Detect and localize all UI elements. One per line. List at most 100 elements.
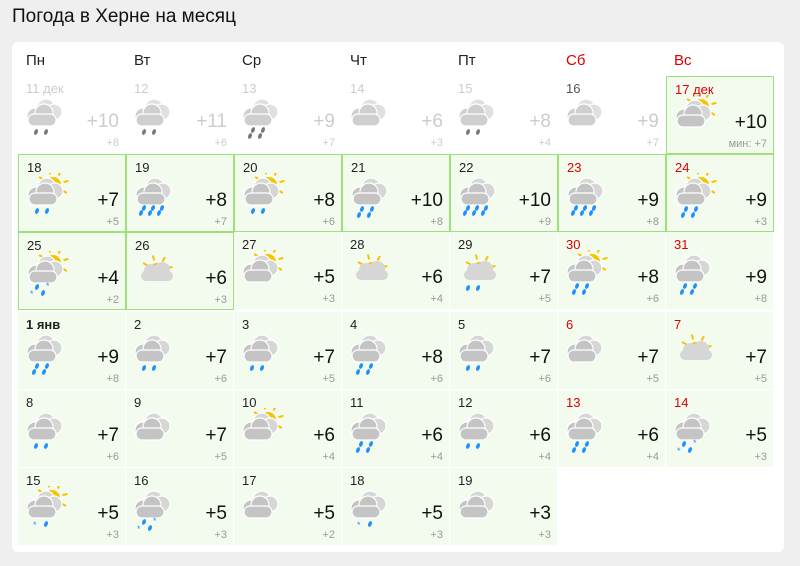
day-cell[interactable]: 7 +7 +5 bbox=[666, 312, 774, 390]
temp-max: +6 bbox=[313, 425, 335, 446]
weather-cloud-sleet-icon: * * bbox=[130, 486, 190, 539]
day-cell[interactable]: 19 +3 +3 bbox=[450, 468, 558, 546]
day-cell[interactable]: 19 +8 +7 bbox=[126, 154, 234, 232]
day-cell[interactable]: 10 +6 +4 bbox=[234, 390, 342, 468]
day-date: 4 bbox=[350, 317, 358, 332]
weather-cloud-rain-light-icon bbox=[130, 330, 190, 383]
temp-max: +6 bbox=[205, 268, 227, 289]
day-cell[interactable]: 23 +9 +8 bbox=[558, 154, 666, 232]
day-cell[interactable]: 28 +6 +4 bbox=[342, 232, 450, 310]
day-date: 13 bbox=[566, 395, 581, 410]
weather-cloud-rain-heavy-icon bbox=[563, 173, 623, 226]
day-cell[interactable]: 11 +6 +4 bbox=[342, 390, 450, 468]
day-cell[interactable]: 2 +7 +6 bbox=[126, 312, 234, 390]
day-cell[interactable]: 20 +8 +6 bbox=[234, 154, 342, 232]
temp-max: +5 bbox=[205, 503, 227, 524]
temp-max: +5 bbox=[421, 503, 443, 524]
day-cell[interactable]: 16 * * +5 +3 bbox=[126, 468, 234, 546]
day-cell[interactable]: 25 * * +4 +2 bbox=[18, 232, 126, 310]
day-date: 3 bbox=[242, 317, 250, 332]
weather-cloud-icon bbox=[562, 330, 622, 383]
day-cell[interactable]: 26 +6 +3 bbox=[126, 232, 234, 310]
weather-cloud-sun-icon bbox=[238, 404, 298, 461]
day-cell[interactable]: 16 +9 +7 bbox=[558, 76, 666, 154]
temp-min: +5 bbox=[646, 373, 659, 385]
weather-cloud-icon bbox=[238, 486, 298, 539]
weather-sun-cloud-icon bbox=[670, 330, 730, 383]
temp-max: +5 bbox=[745, 425, 767, 446]
temp-min: +4 bbox=[430, 293, 443, 305]
weather-cloud-icon bbox=[130, 408, 190, 461]
temp-max: +9 bbox=[313, 111, 335, 132]
weather-cloud-rain-icon bbox=[562, 408, 622, 461]
day-cell[interactable]: 8 +7 +6 bbox=[18, 390, 126, 468]
day-date: 23 bbox=[567, 160, 582, 175]
temp-max: +8 bbox=[637, 267, 659, 288]
day-cell[interactable]: 13 +9 +7 bbox=[234, 76, 342, 154]
weather-cloud-snow-light-icon: * bbox=[346, 486, 406, 539]
temp-max: +5 bbox=[313, 503, 335, 524]
temp-max: +7 bbox=[205, 347, 227, 368]
temp-min: +8 bbox=[430, 216, 443, 228]
day-cell[interactable]: 12 +11 +6 bbox=[126, 76, 234, 154]
day-date: 25 bbox=[27, 238, 42, 253]
weather-cloud-sun-rain-light-icon bbox=[23, 169, 83, 226]
temp-min: +7 bbox=[646, 137, 659, 149]
day-date: 30 bbox=[566, 237, 581, 252]
weather-cloud-rain-light-icon bbox=[454, 330, 514, 383]
day-date: 29 bbox=[458, 237, 473, 252]
day-cell[interactable]: 17 +5 +2 bbox=[234, 468, 342, 546]
temp-max: +11 bbox=[196, 111, 227, 132]
day-cell[interactable]: 31 +9 +8 bbox=[666, 232, 774, 310]
day-cell[interactable]: 29 +7 +5 bbox=[450, 232, 558, 310]
day-cell[interactable]: 9 +7 +5 bbox=[126, 390, 234, 468]
day-cell[interactable]: 18 * +5 +3 bbox=[342, 468, 450, 546]
temp-max: +9 bbox=[637, 190, 659, 211]
day-cell[interactable]: 21 +10 +8 bbox=[342, 154, 450, 232]
day-date: 11 bbox=[350, 395, 364, 410]
day-cell[interactable]: 6 +7 +5 bbox=[558, 312, 666, 390]
day-cell[interactable]: 11 дек +10 +8 bbox=[18, 76, 126, 154]
day-date: 13 bbox=[242, 81, 257, 96]
weather-cloud-rain-light-icon bbox=[22, 94, 82, 147]
day-cell[interactable]: 1 янв +9 +8 bbox=[18, 312, 126, 390]
day-date: 16 bbox=[566, 81, 581, 96]
day-date: 20 bbox=[243, 160, 258, 175]
temp-min: +8 bbox=[754, 293, 767, 305]
temp-min: +7 bbox=[214, 216, 227, 228]
day-cell[interactable]: 30 +8 +6 bbox=[558, 232, 666, 310]
temp-min: +4 bbox=[538, 451, 551, 463]
day-cell[interactable]: 22 +10 +9 bbox=[450, 154, 558, 232]
day-cell[interactable]: 13 +6 +4 bbox=[558, 390, 666, 468]
temp-max: +10 bbox=[86, 111, 119, 132]
temp-max: +6 bbox=[421, 425, 443, 446]
day-cell-today[interactable]: 17 дек +10 мин: +7 bbox=[666, 76, 774, 154]
temp-min: +4 bbox=[430, 451, 443, 463]
day-cell[interactable]: 14 * * +5 +3 bbox=[666, 390, 774, 468]
temp-min: +6 bbox=[214, 373, 227, 385]
day-cell[interactable]: 12 +6 +4 bbox=[450, 390, 558, 468]
temp-min: +3 bbox=[214, 529, 227, 541]
weather-cloud-rain-icon bbox=[22, 330, 82, 383]
day-cell[interactable]: 15 +8 +4 bbox=[450, 76, 558, 154]
day-cell[interactable]: 3 +7 +5 bbox=[234, 312, 342, 390]
day-cell[interactable]: 24 +9 +3 bbox=[666, 154, 774, 232]
svg-text:*: * bbox=[30, 289, 34, 299]
day-date: 7 bbox=[674, 317, 682, 332]
page-title: Погода в Херне на месяц bbox=[12, 6, 236, 27]
day-date: 19 bbox=[458, 473, 473, 488]
weather-cloud-sleet-icon: * * bbox=[670, 408, 730, 461]
temp-max: +3 bbox=[529, 503, 551, 524]
day-cell[interactable]: 4 +8 +6 bbox=[342, 312, 450, 390]
weather-cloud-sun-rain-icon bbox=[562, 246, 622, 303]
day-cell[interactable]: 14 +6 +3 bbox=[342, 76, 450, 154]
day-cell[interactable]: 15 * +5 +3 bbox=[18, 468, 126, 546]
temp-min: +2 bbox=[322, 529, 335, 541]
day-cell[interactable]: 18 +7 +5 bbox=[18, 154, 126, 232]
weather-cloud-rain-light-icon bbox=[130, 94, 190, 147]
day-cell[interactable]: 5 +7 +6 bbox=[450, 312, 558, 390]
day-cell[interactable]: 27 +5 +3 bbox=[234, 232, 342, 310]
temp-max: +6 bbox=[637, 425, 659, 446]
temp-max: +7 bbox=[97, 425, 119, 446]
day-date: 9 bbox=[134, 395, 142, 410]
